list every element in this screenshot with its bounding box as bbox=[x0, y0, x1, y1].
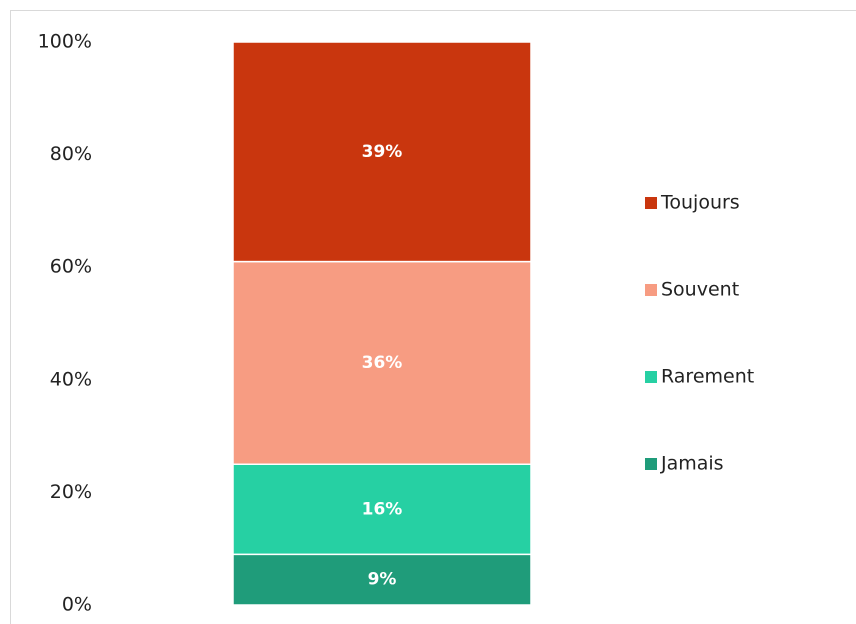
value-label: 16% bbox=[362, 499, 403, 519]
y-tick-label: 100% bbox=[38, 31, 92, 53]
legend-label: Souvent bbox=[661, 279, 739, 301]
legend-label: Toujours bbox=[660, 192, 740, 214]
legend-swatch bbox=[645, 371, 657, 383]
y-tick-label: 0% bbox=[62, 594, 92, 616]
y-tick-label: 80% bbox=[50, 143, 92, 165]
value-label: 36% bbox=[362, 353, 403, 373]
chart-border bbox=[10, 10, 856, 624]
y-tick-label: 40% bbox=[50, 368, 92, 390]
legend-label: Jamais bbox=[660, 453, 724, 475]
value-label: 9% bbox=[368, 570, 397, 590]
y-tick-label: 60% bbox=[50, 256, 92, 278]
legend-label: Rarement bbox=[661, 366, 754, 388]
bar-segment bbox=[232, 260, 532, 465]
legend-swatch bbox=[645, 284, 657, 296]
bar-segment bbox=[232, 41, 532, 263]
legend-swatch bbox=[645, 197, 657, 209]
legend-swatch bbox=[645, 458, 657, 470]
bar-segment bbox=[232, 463, 532, 556]
value-label: 39% bbox=[362, 142, 403, 162]
y-tick-label: 20% bbox=[50, 481, 92, 503]
